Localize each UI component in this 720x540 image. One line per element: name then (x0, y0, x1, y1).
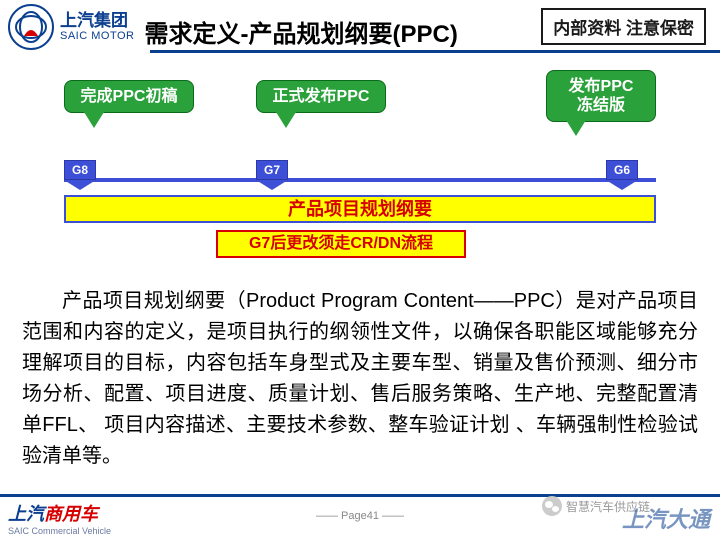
slide-title: 需求定义-产品规划纲要(PPC) (144, 14, 457, 49)
gate-label: G7 (256, 160, 288, 180)
gate-label: G6 (606, 160, 638, 180)
logo-block: 上汽集团 SAIC MOTOR (0, 0, 142, 54)
gate-marker: G8 (64, 160, 96, 190)
callout-tail (84, 112, 104, 128)
gate-point-icon (256, 180, 288, 190)
footer-left-logo: 上汽商用车 SAIC Commercial Vehicle (8, 500, 111, 536)
logo-text-en: SAIC MOTOR (60, 30, 134, 42)
callout-tail (566, 120, 586, 136)
footer-left-en: SAIC Commercial Vehicle (8, 526, 111, 536)
callout: 完成PPC初稿 (64, 80, 194, 113)
callout: 正式发布PPC (256, 80, 386, 113)
gate-label: G8 (64, 160, 96, 180)
gate-marker: G7 (256, 160, 288, 190)
footer-left-a: 上汽 (8, 504, 44, 524)
footer-left-b: 商用车 (44, 504, 98, 524)
wechat-icon (542, 496, 562, 516)
ppc-timeline-diagram: 完成PPC初稿正式发布PPC发布PPC 冻结版 G8G7G6 产品项目规划纲要 … (46, 70, 674, 260)
gate-point-icon (606, 180, 638, 190)
callout: 发布PPC 冻结版 (546, 70, 656, 122)
body-paragraph: 产品项目规划纲要（Product Program Content——PPC）是对… (22, 286, 698, 472)
confidential-badge: 内部资料 注意保密 (541, 8, 706, 45)
title-underline (150, 50, 720, 53)
gate-point-icon (64, 180, 96, 190)
slide-footer: 上汽商用车 SAIC Commercial Vehicle —— Page41 … (0, 494, 720, 540)
logo-text-cn: 上汽集团 (60, 12, 134, 31)
saic-logo-icon (8, 4, 54, 50)
footer-right-logo: 上汽大通 (622, 502, 710, 534)
timeline-bar (64, 178, 656, 182)
cr-dn-note: G7后更改须走CR/DN流程 (216, 230, 466, 258)
page-number: —— Page41 —— (316, 510, 404, 522)
yellow-bar: 产品项目规划纲要 (64, 195, 656, 223)
gate-marker: G6 (606, 160, 638, 190)
callout-tail (276, 112, 296, 128)
